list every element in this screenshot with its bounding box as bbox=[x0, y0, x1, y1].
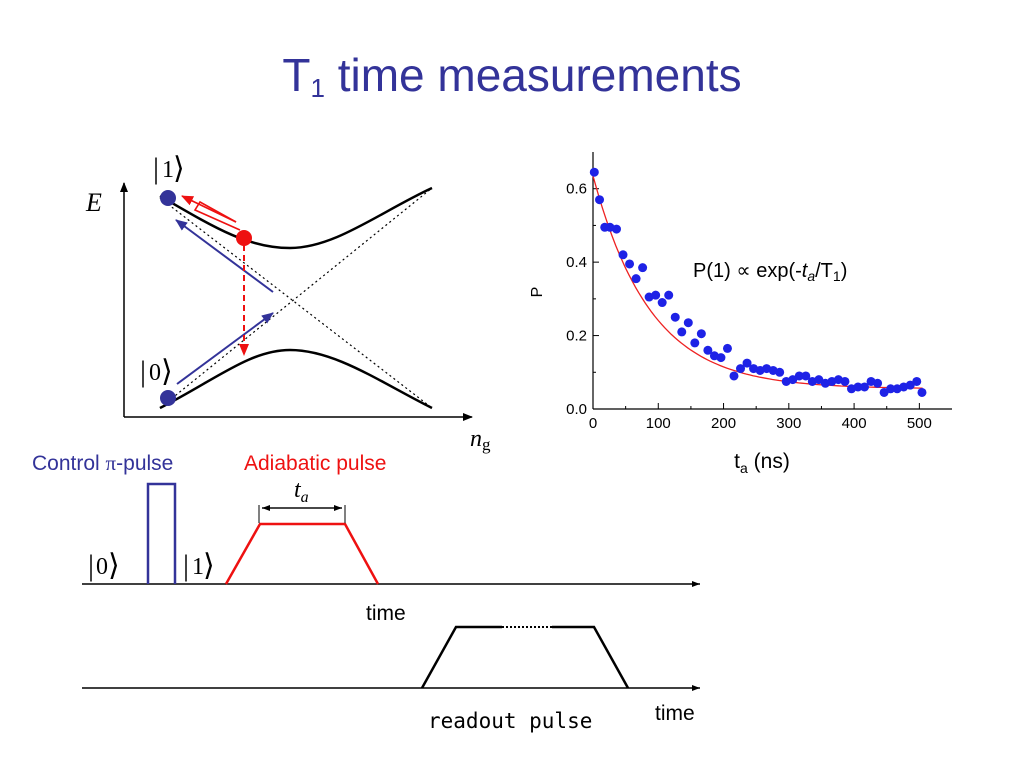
adiabatic-pulse-label: Adiabatic pulse bbox=[244, 452, 386, 475]
data-point bbox=[664, 290, 674, 300]
svg-text:⟩: ⟩ bbox=[108, 549, 120, 582]
data-point bbox=[703, 345, 713, 355]
time-label-2: time bbox=[655, 702, 695, 725]
y-tick-label: 0.2 bbox=[566, 328, 587, 345]
x-tick-label: 200 bbox=[711, 415, 736, 432]
x-tick-label: 300 bbox=[776, 415, 801, 432]
data-point bbox=[729, 371, 739, 381]
sequence-ket-one: | 1 ⟩ bbox=[183, 549, 215, 582]
state-zero-dot bbox=[160, 390, 176, 406]
data-point bbox=[677, 327, 687, 337]
svg-text:|: | bbox=[153, 152, 159, 185]
data-point bbox=[736, 364, 746, 374]
data-point bbox=[722, 343, 732, 353]
title-main: T bbox=[282, 49, 311, 101]
data-point bbox=[814, 375, 824, 385]
chart-axes bbox=[592, 152, 952, 410]
energy-diagram: E ng | 1 ⟩ | 0 ⟩ bbox=[85, 152, 491, 454]
data-point bbox=[696, 329, 706, 339]
data-point bbox=[912, 376, 922, 386]
readout-pulse-rise bbox=[420, 625, 502, 689]
upper-energy-band bbox=[159, 186, 433, 250]
data-point bbox=[879, 387, 889, 397]
y-tick-label: 0.4 bbox=[566, 254, 587, 271]
decay-chart: 0 100 200 300 400 500 0.0 0.2 0.4 0.6 P ta (ns) P… bbox=[529, 152, 952, 476]
data-point bbox=[631, 274, 641, 284]
data-point bbox=[775, 367, 785, 377]
fit-curve bbox=[592, 175, 923, 389]
y-tick-label: 0.6 bbox=[566, 181, 587, 198]
svg-text:0: 0 bbox=[96, 554, 108, 580]
data-point bbox=[595, 195, 605, 205]
time-label-1: time bbox=[366, 602, 406, 625]
svg-text:⟩: ⟩ bbox=[161, 355, 173, 388]
chart-y-label: P bbox=[529, 287, 546, 298]
x-tick-label: 500 bbox=[907, 415, 932, 432]
data-point bbox=[638, 263, 648, 273]
data-point bbox=[873, 378, 883, 388]
data-point bbox=[742, 358, 752, 368]
adiabatic-pulse-shape bbox=[224, 522, 380, 585]
adiabatic-return-arrow bbox=[181, 195, 237, 223]
chart-ticks: 0 100 200 300 400 500 0.0 0.2 0.4 0.6 bbox=[566, 181, 932, 432]
ket-zero-label: | 0 ⟩ bbox=[140, 355, 173, 388]
x-tick-label: 100 bbox=[646, 415, 671, 432]
svg-text:|: | bbox=[140, 355, 146, 388]
excitation-arrow bbox=[176, 312, 274, 385]
y-tick-label: 0.0 bbox=[566, 401, 587, 418]
data-point bbox=[788, 375, 798, 385]
diabatic-line-1 bbox=[159, 197, 433, 409]
readout-pulse-label: readout pulse bbox=[428, 709, 592, 733]
pulse-sequence: Control π-pulse Adiabatic pulse ta | 0 ⟩… bbox=[32, 451, 700, 733]
svg-text:1: 1 bbox=[162, 157, 174, 183]
control-pulse-shape bbox=[146, 482, 177, 584]
data-point bbox=[625, 259, 635, 269]
data-point bbox=[853, 382, 863, 392]
data-point bbox=[618, 250, 628, 260]
adiabatic-path bbox=[193, 200, 241, 231]
data-point bbox=[690, 338, 700, 348]
data-point bbox=[917, 387, 927, 397]
title-subscript: 1 bbox=[310, 73, 325, 103]
sequence-ket-zero: | 0 ⟩ bbox=[88, 549, 120, 582]
data-point bbox=[670, 312, 680, 322]
data-point bbox=[657, 298, 667, 308]
title-rest: time measurements bbox=[324, 49, 742, 101]
state-one-dot bbox=[160, 190, 176, 206]
diabatic-line-2 bbox=[159, 187, 433, 409]
data-point bbox=[589, 167, 599, 177]
ta-label: ta bbox=[294, 477, 309, 506]
return-arrow bbox=[175, 219, 274, 293]
x-tick-label: 400 bbox=[842, 415, 867, 432]
ng-axis-label: ng bbox=[470, 426, 491, 454]
data-point bbox=[886, 384, 896, 394]
data-point bbox=[794, 371, 804, 381]
fit-annotation: P(1) ∝ exp(-ta/T1) bbox=[693, 260, 847, 284]
page-title: T1 time measurements bbox=[0, 48, 1024, 104]
data-point bbox=[801, 371, 811, 381]
svg-text:|: | bbox=[183, 549, 189, 582]
svg-text:⟩: ⟩ bbox=[173, 152, 185, 185]
svg-text:⟩: ⟩ bbox=[203, 549, 215, 582]
lower-energy-band bbox=[159, 348, 433, 410]
data-point bbox=[611, 224, 621, 234]
svg-text:0: 0 bbox=[149, 360, 161, 386]
ket-one-label: | 1 ⟩ bbox=[153, 152, 185, 185]
chart-points bbox=[589, 167, 927, 397]
chart-x-label: ta (ns) bbox=[734, 450, 790, 476]
data-point bbox=[683, 318, 693, 328]
adiabatic-state-dot bbox=[236, 230, 252, 246]
svg-text:|: | bbox=[88, 549, 94, 582]
data-point bbox=[840, 376, 850, 386]
energy-axis-label: E bbox=[85, 188, 102, 217]
readout-pulse-fall bbox=[552, 625, 630, 689]
data-point bbox=[651, 290, 661, 300]
data-point bbox=[860, 382, 870, 392]
data-point bbox=[905, 380, 915, 390]
data-point bbox=[716, 353, 726, 363]
svg-text:1: 1 bbox=[192, 554, 204, 580]
x-tick-label: 0 bbox=[589, 415, 597, 432]
control-pulse-label: Control π-pulse bbox=[32, 451, 173, 475]
